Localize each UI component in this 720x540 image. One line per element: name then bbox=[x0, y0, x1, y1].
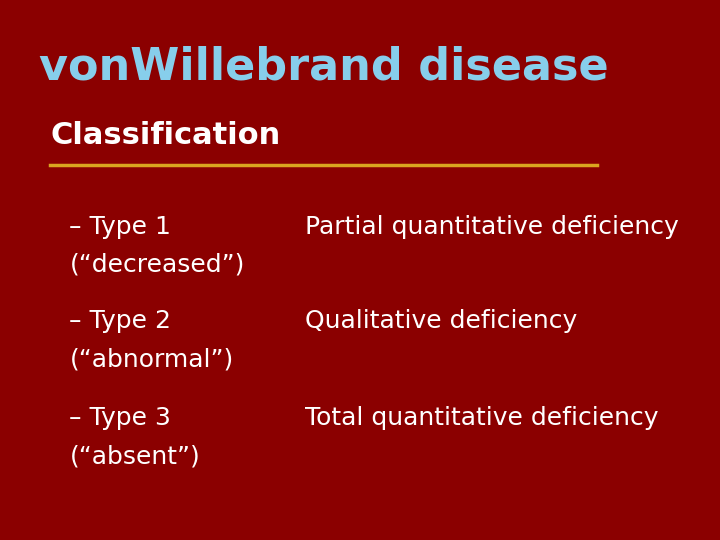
Text: (“abnormal”): (“abnormal”) bbox=[69, 347, 234, 371]
Text: Classification: Classification bbox=[50, 120, 281, 150]
Text: – Type 1: – Type 1 bbox=[69, 215, 171, 239]
Text: Qualitative deficiency: Qualitative deficiency bbox=[305, 309, 577, 333]
Text: Total quantitative deficiency: Total quantitative deficiency bbox=[305, 407, 658, 430]
Text: – Type 2: – Type 2 bbox=[69, 309, 171, 333]
Text: (“absent”): (“absent”) bbox=[69, 444, 200, 468]
Text: vonWillebrand disease: vonWillebrand disease bbox=[39, 46, 608, 89]
Text: – Type 3: – Type 3 bbox=[69, 407, 171, 430]
Text: Partial quantitative deficiency: Partial quantitative deficiency bbox=[305, 215, 678, 239]
Text: (“decreased”): (“decreased”) bbox=[69, 253, 245, 276]
